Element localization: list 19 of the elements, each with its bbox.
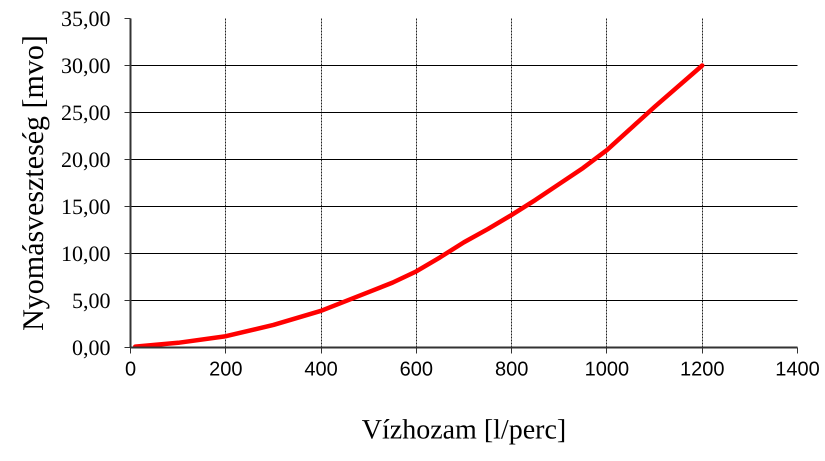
x-tick-label: 600 (400, 358, 434, 380)
y-tick-label: 30,00 (61, 53, 110, 78)
x-axis-title: Vízhozam [l/perc] (362, 414, 566, 446)
line-series (133, 63, 704, 348)
y-tick-label: 0,00 (72, 335, 110, 360)
y-tick-label: 20,00 (61, 147, 110, 172)
x-tick-label: 1000 (584, 358, 630, 380)
y-tick-label: 25,00 (61, 100, 110, 125)
y-tick-label: 10,00 (61, 241, 110, 266)
x-tick-label: 800 (494, 358, 528, 380)
y-axis-title: Nyomásveszteség [mvo] (17, 35, 50, 331)
y-tick-label: 5,00 (72, 288, 110, 313)
x-tick-label: 1200 (680, 358, 724, 380)
x-tick-label: 200 (209, 358, 242, 380)
x-tick-label: 1400 (775, 358, 820, 380)
x-tick-label: 0 (124, 358, 136, 380)
x-tick-label: 400 (304, 358, 338, 380)
y-tick-label: 35,00 (61, 6, 110, 31)
y-tick-label: 15,00 (61, 194, 110, 219)
